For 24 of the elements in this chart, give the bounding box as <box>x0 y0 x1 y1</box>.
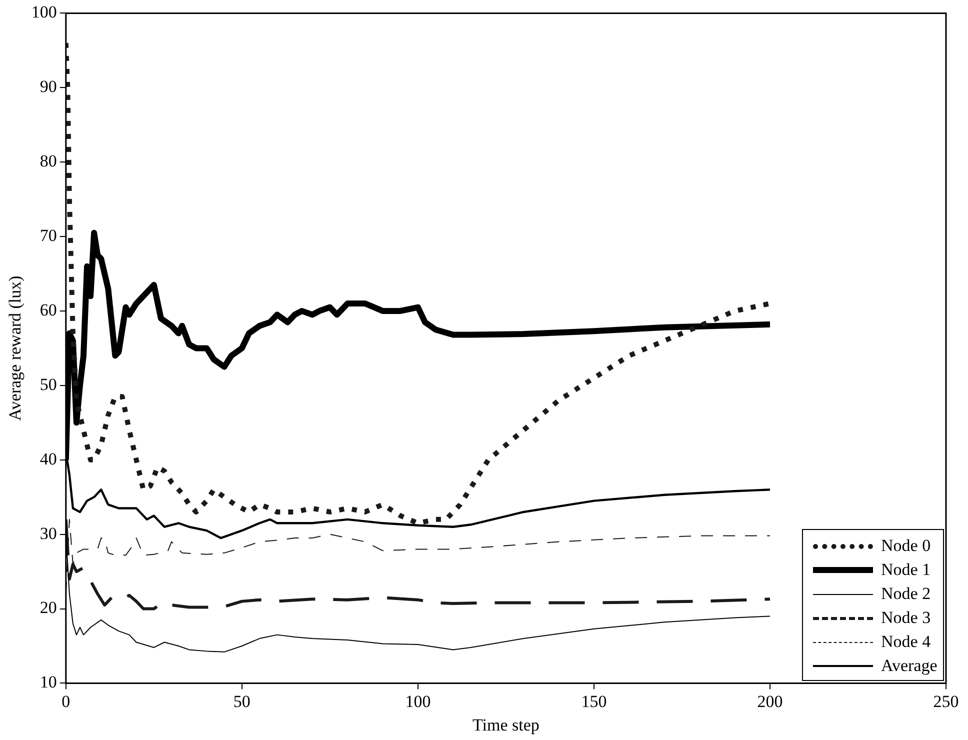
y-tick-label: 10 <box>40 672 57 692</box>
y-tick-label: 20 <box>40 598 57 618</box>
y-tick-label: 50 <box>40 374 57 394</box>
legend-label: Node 0 <box>881 536 931 556</box>
legend-label: Average <box>881 656 938 676</box>
legend-label: Node 3 <box>881 608 931 628</box>
x-tick-label: 200 <box>757 692 783 711</box>
y-tick-label: 40 <box>40 449 57 468</box>
legend-label: Node 2 <box>881 584 931 604</box>
y-axis-title: Average reward (lux) <box>6 276 25 421</box>
legend-label: Node 1 <box>881 560 931 580</box>
y-tick-label: 60 <box>40 300 57 320</box>
x-tick-label: 50 <box>233 692 250 711</box>
y-tick-label: 90 <box>40 77 57 96</box>
y-tick-label: 80 <box>40 152 57 171</box>
x-tick-label: 250 <box>933 692 959 711</box>
x-axis-title: Time step <box>472 715 540 734</box>
legend-label: Node 4 <box>881 632 931 652</box>
y-tick-label: 70 <box>40 226 57 245</box>
y-tick-label: 100 <box>31 2 57 22</box>
x-tick-label: 100 <box>405 692 431 711</box>
y-tick-label: 30 <box>40 524 57 543</box>
x-tick-label: 0 <box>62 692 70 711</box>
x-tick-label: 150 <box>581 692 607 711</box>
